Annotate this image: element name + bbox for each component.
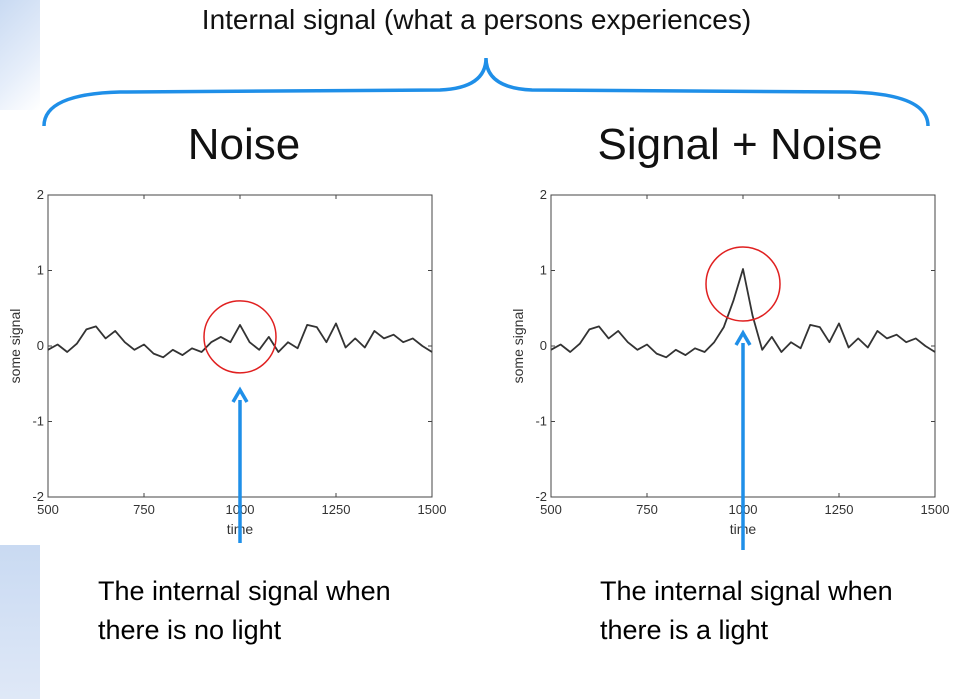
- y-tick-label: -2: [535, 489, 547, 504]
- y-tick-label: -1: [32, 414, 44, 429]
- chart-right: 500750100012501500-2-1012timesome signal: [510, 187, 949, 550]
- x-tick-label: 500: [37, 502, 59, 517]
- decorative-background-top: [0, 0, 40, 110]
- x-tick-label: 500: [540, 502, 562, 517]
- y-tick-label: 2: [540, 187, 547, 202]
- x-tick-label: 1500: [418, 502, 447, 517]
- y-tick-label: 2: [37, 187, 44, 202]
- arrow-head: [231, 386, 249, 403]
- x-tick-label: 750: [636, 502, 658, 517]
- y-tick-label: 1: [37, 263, 44, 278]
- series-line: [550, 268, 936, 359]
- y-tick-label: -1: [535, 414, 547, 429]
- curly-brace: [42, 57, 930, 127]
- panel-title-noise: Noise: [187, 120, 301, 169]
- caption-noise: The internal signal when there is no lig…: [98, 576, 391, 645]
- x-tick-label: 1250: [322, 502, 351, 517]
- panel-title-signal-noise: Signal + Noise: [597, 120, 883, 169]
- header-text: Internal signal (what a persons experien…: [201, 4, 752, 35]
- y-tick-label: -2: [32, 489, 44, 504]
- y-axis-label: some signal: [7, 309, 23, 384]
- series-line: [47, 322, 433, 359]
- y-tick-label: 0: [37, 338, 44, 353]
- y-tick-label: 1: [540, 263, 547, 278]
- caption-signal-noise: The internal signal when there is a ligh…: [600, 576, 893, 645]
- chart-left: 500750100012501500-2-1012timesome signal: [7, 187, 446, 543]
- y-axis-label: some signal: [510, 309, 526, 384]
- y-tick-label: 0: [540, 338, 547, 353]
- x-tick-label: 750: [133, 502, 155, 517]
- x-tick-label: 1500: [921, 502, 950, 517]
- decorative-background-bottom: [0, 545, 40, 699]
- annotation-circle: [203, 300, 277, 374]
- arrow-head: [734, 329, 752, 346]
- x-tick-label: 1250: [825, 502, 854, 517]
- annotation-circle: [705, 246, 781, 322]
